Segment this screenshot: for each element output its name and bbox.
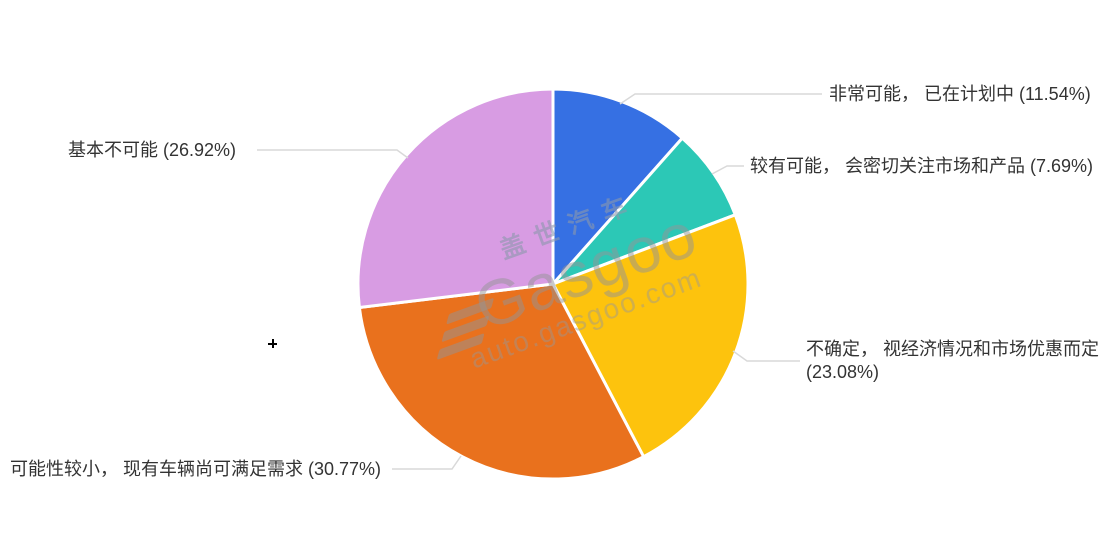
leader-line-0 xyxy=(619,93,822,105)
leader-lines xyxy=(257,93,822,470)
leader-line-3 xyxy=(392,455,462,470)
leader-line-2 xyxy=(732,350,800,362)
pie-slices xyxy=(356,87,750,481)
slice-label-uncertain: 不确定， 视经济情况和市场优惠而定 (23.08%) xyxy=(806,339,1099,382)
leader-line-4 xyxy=(257,149,409,159)
pie-slice-4[interactable] xyxy=(356,87,555,309)
pie-slice-3[interactable] xyxy=(357,282,646,481)
slice-label-very-likely: 非常可能， 已在计划中 (11.54%) xyxy=(829,84,1091,104)
slice-label-unlikely: 可能性较小， 现有车辆尚可满足需求 (30.77%) xyxy=(10,459,382,479)
cursor-crosshair xyxy=(268,339,277,348)
leader-line-1 xyxy=(711,165,744,175)
slice-label-somewhat-likely: 较有可能， 会密切关注市场和产品 (7.69%) xyxy=(750,156,1094,176)
slice-label-basically-impossible: 基本不可能 (26.92%) xyxy=(68,140,237,160)
